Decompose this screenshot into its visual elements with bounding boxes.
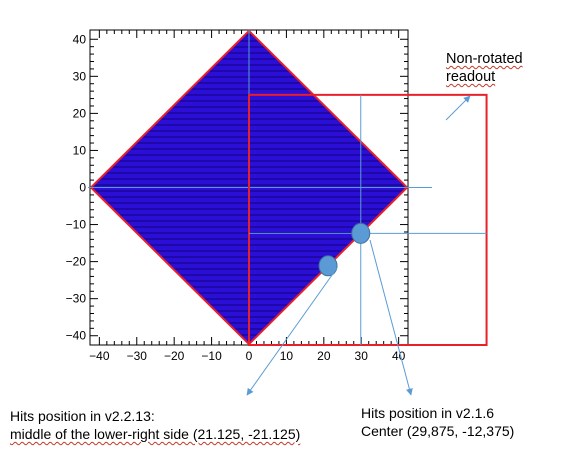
x-tick-label: 10 [280, 349, 294, 363]
y-tick-label: 20 [73, 106, 87, 120]
x-tick-labels: −40 −30 −20 −10 0 10 20 30 40 [89, 349, 405, 363]
v216-annotation-line1: Hits position in v2.1.6 [361, 405, 495, 421]
v2213-annotation-line1: Hits position in v2.2.13: [10, 408, 155, 424]
y-tick-label: 10 [73, 143, 87, 157]
y-tick-label: −40 [66, 329, 87, 343]
arrow-v2213 [246, 267, 338, 396]
arrow-readout [445, 95, 471, 121]
non-rotated-readout-box [248, 93, 488, 347]
x-tick-label: −10 [201, 349, 222, 363]
x-tick-label: 40 [392, 349, 406, 363]
x-tick-label: −20 [164, 349, 185, 363]
y-tick-label: −20 [66, 255, 87, 269]
y-tick-label: 40 [73, 32, 87, 46]
y-minor-ticks [90, 38, 408, 337]
x-tick-label: −30 [127, 349, 148, 363]
v216-annotation: Hits position in v2.1.6 Center (29,875, … [361, 404, 514, 440]
v216-annotation-line2: Center (29,875, -12,375) [361, 423, 515, 439]
readout-annotation: Non-rotated readout [446, 50, 523, 86]
y-tick-label: 0 [79, 181, 86, 195]
x-tick-label: −40 [89, 349, 110, 363]
y-tick-label: −10 [66, 218, 87, 232]
hit-marker-v216 [351, 222, 371, 244]
y-tick-labels: 40 30 20 10 0 −10 −20 −30 −40 [66, 32, 87, 342]
y-tick-label: −30 [66, 292, 87, 306]
y-tick-label: 30 [73, 69, 87, 83]
x-tick-label: 20 [317, 349, 331, 363]
readout-annotation-line2: readout [446, 69, 496, 85]
v2213-annotation-line2: middle of the lower-right side (21.125, … [10, 426, 301, 442]
v2213-annotation: Hits position in v2.2.13: middle of the … [10, 407, 300, 443]
hit-marker-v2213 [318, 255, 338, 277]
readout-annotation-line1: Non-rotated [446, 51, 523, 67]
x-tick-label: 0 [246, 349, 253, 363]
x-tick-label: 30 [355, 349, 369, 363]
arrow-v216 [369, 239, 413, 396]
x-minor-ticks [98, 30, 400, 345]
